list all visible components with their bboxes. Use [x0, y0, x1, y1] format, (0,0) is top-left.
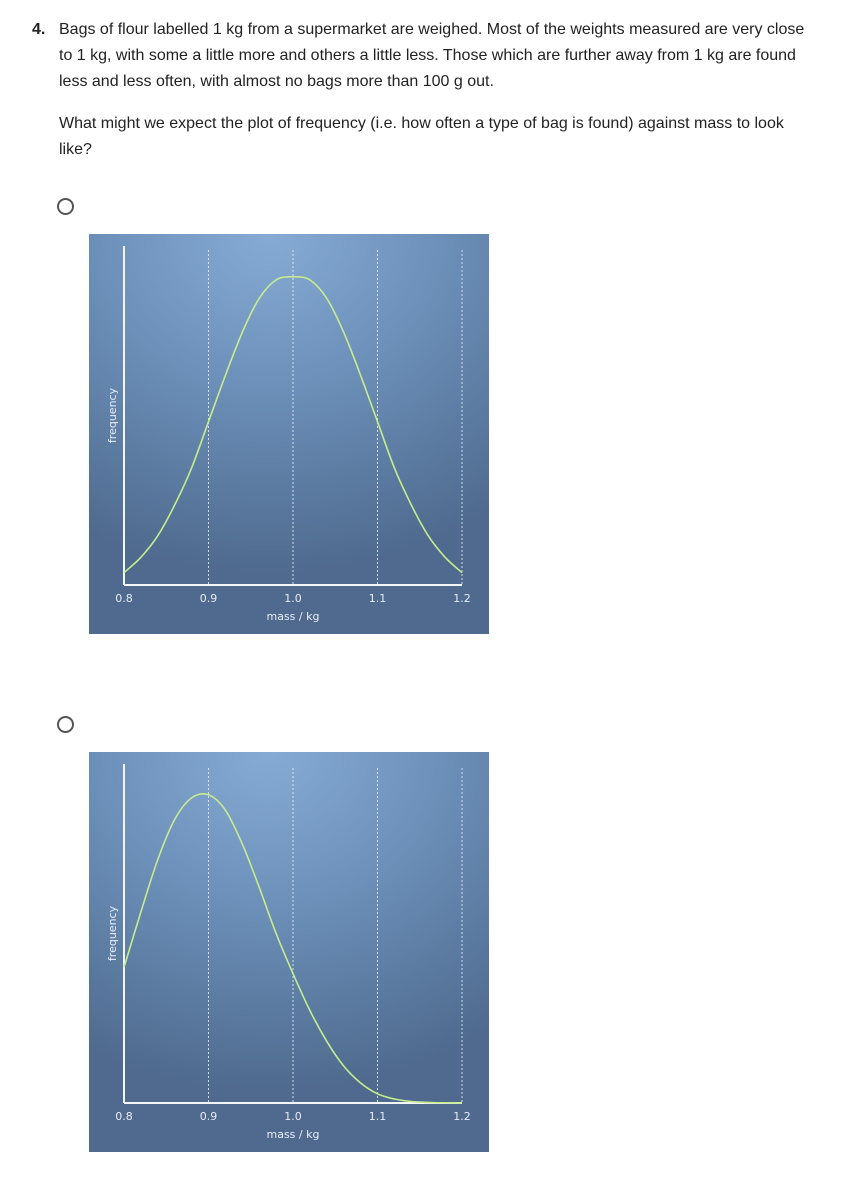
question-number: 4. [32, 21, 46, 38]
x-tick-label: 0.9 [200, 1110, 218, 1123]
x-tick-label: 1.0 [284, 592, 302, 605]
x-tick-label: 1.1 [369, 1110, 387, 1123]
x-tick-label: 1.0 [284, 1110, 302, 1123]
option-2-radio[interactable] [57, 716, 74, 733]
x-tick-label: 1.2 [453, 1110, 471, 1123]
y-axis-label: frequency [106, 905, 119, 961]
x-axis-label: mass / kg [267, 1128, 320, 1141]
x-tick-label: 0.8 [115, 592, 133, 605]
x-tick-label: 0.8 [115, 1110, 133, 1123]
option-1-radio[interactable] [57, 198, 74, 215]
question-prompt: What might we expect the plot of frequen… [59, 115, 784, 158]
series-line [123, 275, 463, 574]
chart-svg: 0.8 0.9 1.0 1.1 1.2 mass / kg frequency [106, 764, 471, 1141]
x-tick-label: 0.9 [200, 592, 218, 605]
option-1-chart[interactable]: 0.8 0.9 1.0 1.1 1.2 mass / kg frequency [89, 234, 489, 634]
chart-svg: 0.8 0.9 1.0 1.1 1.2 mass / kg frequency [106, 246, 471, 623]
x-axis-label: mass / kg [267, 610, 320, 623]
x-tick-label: 1.2 [453, 592, 471, 605]
option-2-chart[interactable]: 0.8 0.9 1.0 1.1 1.2 mass / kg frequency [89, 752, 489, 1152]
question-text: Bags of flour labelled 1 kg from a super… [59, 21, 805, 90]
question: 4. Bags of flour labelled 1 kg from a su… [32, 17, 812, 95]
y-axis-label: frequency [106, 387, 119, 443]
series-line [123, 793, 463, 1104]
x-tick-label: 1.1 [369, 592, 387, 605]
